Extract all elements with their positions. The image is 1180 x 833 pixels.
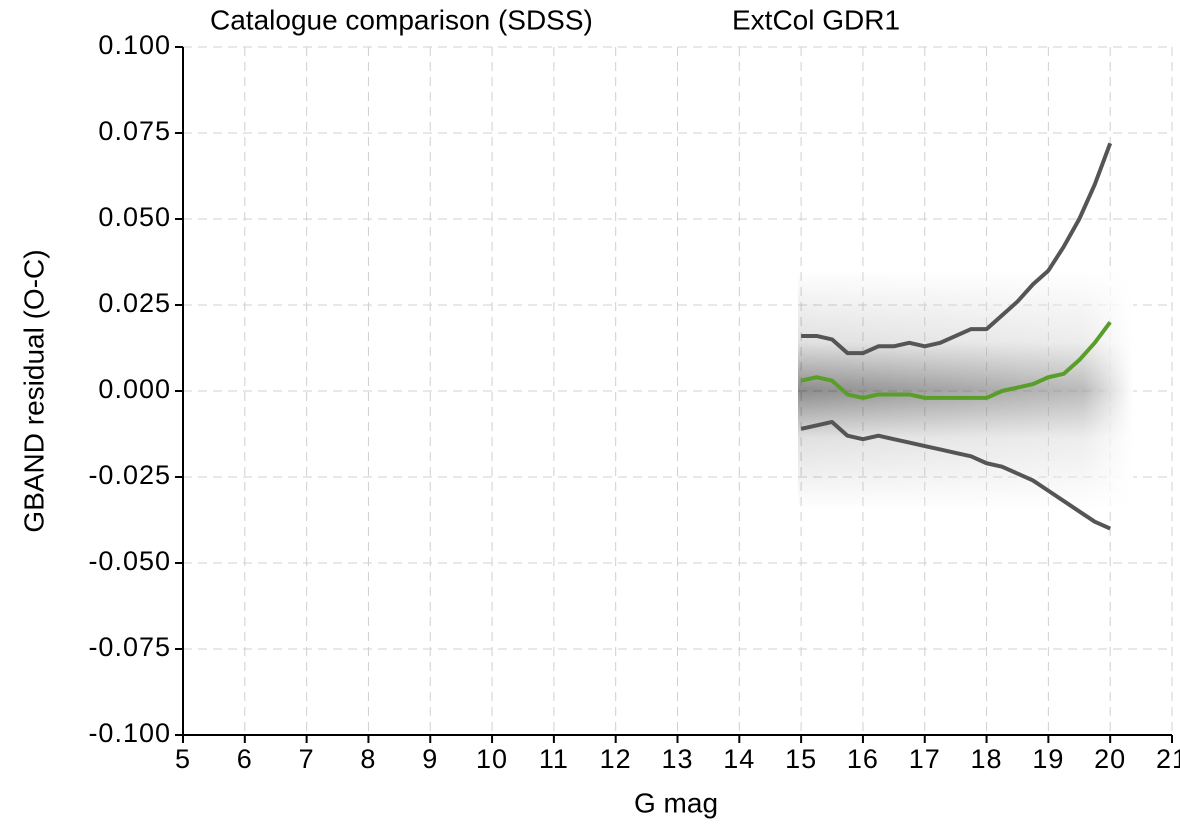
x-tick-label: 20 bbox=[1094, 744, 1126, 774]
y-tick-label: -0.025 bbox=[88, 460, 171, 490]
y-tick-label: -0.050 bbox=[88, 546, 171, 576]
series-line bbox=[801, 142, 1113, 356]
x-axis-label: G mag bbox=[634, 787, 718, 818]
x-tick-label: 14 bbox=[723, 744, 755, 774]
x-tick-label: 21 bbox=[1156, 744, 1180, 774]
y-tick-label: 0.000 bbox=[98, 374, 171, 404]
x-tick-label: 8 bbox=[360, 744, 376, 774]
chart-title: Catalogue comparison (SDSS) bbox=[210, 4, 593, 35]
x-tick-label: 18 bbox=[971, 744, 1003, 774]
x-tick-label: 9 bbox=[422, 744, 438, 774]
y-tick-label: 0.050 bbox=[98, 202, 171, 232]
series-line bbox=[800, 419, 1112, 531]
x-tick-label: 16 bbox=[847, 744, 879, 774]
x-tick-label: 15 bbox=[785, 744, 817, 774]
x-tick-label: 7 bbox=[299, 744, 315, 774]
x-tick-label: 19 bbox=[1032, 744, 1064, 774]
y-tick-label: 0.025 bbox=[98, 288, 171, 318]
y-tick-label: -0.100 bbox=[88, 718, 171, 748]
y-tick-label: -0.075 bbox=[88, 632, 171, 662]
y-tick-label: 0.100 bbox=[98, 30, 171, 60]
series-line bbox=[800, 321, 1112, 400]
x-tick-label: 17 bbox=[909, 744, 941, 774]
x-tick-label: 5 bbox=[175, 744, 191, 774]
x-tick-label: 11 bbox=[539, 744, 569, 774]
x-tick-label: 6 bbox=[237, 744, 253, 774]
x-tick-label: 13 bbox=[661, 744, 693, 774]
x-tick-label: 12 bbox=[600, 744, 632, 774]
x-tick-label: 10 bbox=[476, 744, 508, 774]
y-tick-label: 0.075 bbox=[98, 116, 171, 146]
y-axis-label: GBAND residual (O-C) bbox=[18, 249, 49, 532]
chart-subtitle: ExtCol GDR1 bbox=[732, 4, 900, 35]
density-fade bbox=[798, 270, 1133, 510]
grid bbox=[183, 46, 1173, 735]
